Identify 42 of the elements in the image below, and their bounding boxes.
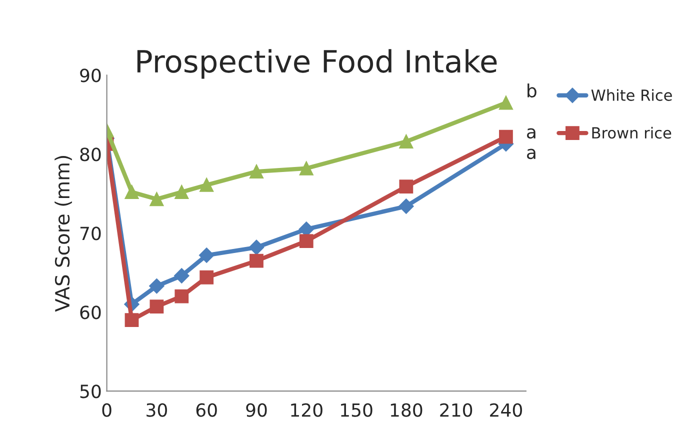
x-tick-label: 120 <box>291 403 322 417</box>
point <box>250 164 264 178</box>
point <box>299 161 314 176</box>
point <box>124 313 139 327</box>
x-tick-label: 30 <box>146 403 167 417</box>
text: a <box>527 128 536 139</box>
point <box>499 96 513 110</box>
point <box>124 185 139 200</box>
point <box>174 289 189 304</box>
x-tick-label: 210 <box>440 403 472 417</box>
point <box>200 270 214 284</box>
point <box>499 130 513 144</box>
x-tick-label: 240 <box>490 403 522 417</box>
point <box>398 198 414 214</box>
y-tick-label: 70 <box>80 226 101 240</box>
point <box>399 180 414 194</box>
point <box>250 254 264 268</box>
text: b <box>528 84 536 98</box>
point <box>150 192 164 206</box>
point <box>149 278 164 294</box>
x-tick-label: 90 <box>246 403 267 417</box>
point <box>200 178 214 192</box>
y-tick-label: 60 <box>80 306 101 320</box>
text: a <box>527 148 536 160</box>
x-tick-label: 150 <box>341 403 372 417</box>
point <box>174 185 189 200</box>
point <box>150 300 164 314</box>
legend-label: Brown rice <box>592 126 672 139</box>
y-tick-label: 50 <box>80 384 101 398</box>
y-tick-label: 80 <box>80 148 101 162</box>
point <box>248 240 264 255</box>
x-tick-label: 0 <box>102 403 112 417</box>
point <box>299 234 314 248</box>
point <box>199 248 214 263</box>
legend-label: White Rice <box>591 89 672 101</box>
y-tick-label: 90 <box>80 68 101 82</box>
point <box>174 268 190 284</box>
x-tick-label: 60 <box>196 403 217 417</box>
chart-title: Prospective Food Intake <box>137 49 497 79</box>
y-axis-title: VAS Score (mm) <box>54 156 72 312</box>
point <box>399 134 414 148</box>
x-tick-label: 180 <box>390 403 422 417</box>
